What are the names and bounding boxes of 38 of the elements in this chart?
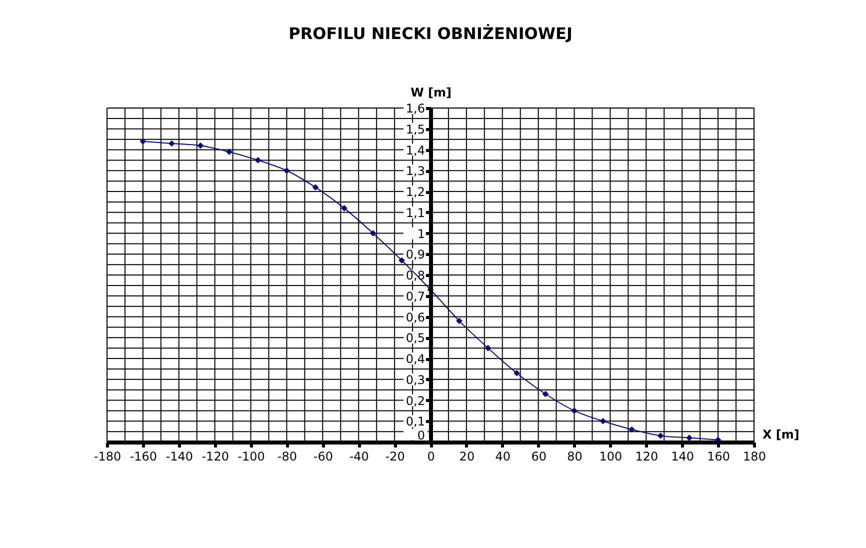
x-tick-label: -20	[385, 450, 405, 464]
x-tick-label: -100	[238, 450, 265, 464]
x-tick-label: 60	[531, 450, 546, 464]
x-tick-label: 0	[427, 450, 435, 464]
x-tick-label: 100	[599, 450, 622, 464]
x-axis-title: X [m]	[762, 428, 800, 442]
x-tick-label: -120	[202, 450, 229, 464]
x-tick-label: 80	[567, 450, 582, 464]
y-tick-label: 0,9	[406, 248, 425, 262]
x-tick-label: 20	[459, 450, 475, 464]
y-tick-label: 0,6	[406, 310, 425, 324]
x-tick-label: -60	[313, 450, 333, 464]
y-tick-label: 1,5	[406, 122, 425, 136]
y-tick-label: 0,1	[406, 414, 425, 429]
y-tick-label: 1,6	[406, 102, 425, 116]
x-tick-label: 180	[743, 450, 766, 464]
y-tick-label: 1,1	[406, 206, 425, 220]
y-tick-label: 1,2	[406, 185, 425, 199]
x-tick-label: 140	[671, 450, 694, 464]
y-tick-label: 0,3	[406, 372, 425, 387]
x-tick-label: -80	[277, 450, 298, 464]
x-tick-label: 160	[707, 450, 730, 464]
y-tick-label: 1,3	[406, 164, 425, 178]
y-tick-label: 0,7	[406, 289, 425, 304]
x-tick-label: 40	[495, 450, 511, 464]
x-tick-label: -40	[349, 450, 369, 464]
y-tick-label: 1	[417, 226, 425, 241]
y-tick-label: 0,5	[406, 331, 425, 346]
x-tick-label: 120	[635, 450, 658, 464]
y-tick-label: 0,2	[406, 394, 425, 408]
y-tick-label: 0,4	[406, 352, 425, 366]
x-tick-label: -140	[166, 450, 194, 464]
y-tick-label: 0	[417, 428, 425, 442]
x-tick-label: -160	[130, 450, 158, 464]
y-tick-label: 1,4	[406, 143, 425, 158]
chart-title: PROFILU NIECKI OBNIŻENIOWEJ	[288, 24, 572, 43]
x-tick-label: -180	[94, 450, 122, 464]
y-axis-title: W [m]	[410, 86, 452, 100]
